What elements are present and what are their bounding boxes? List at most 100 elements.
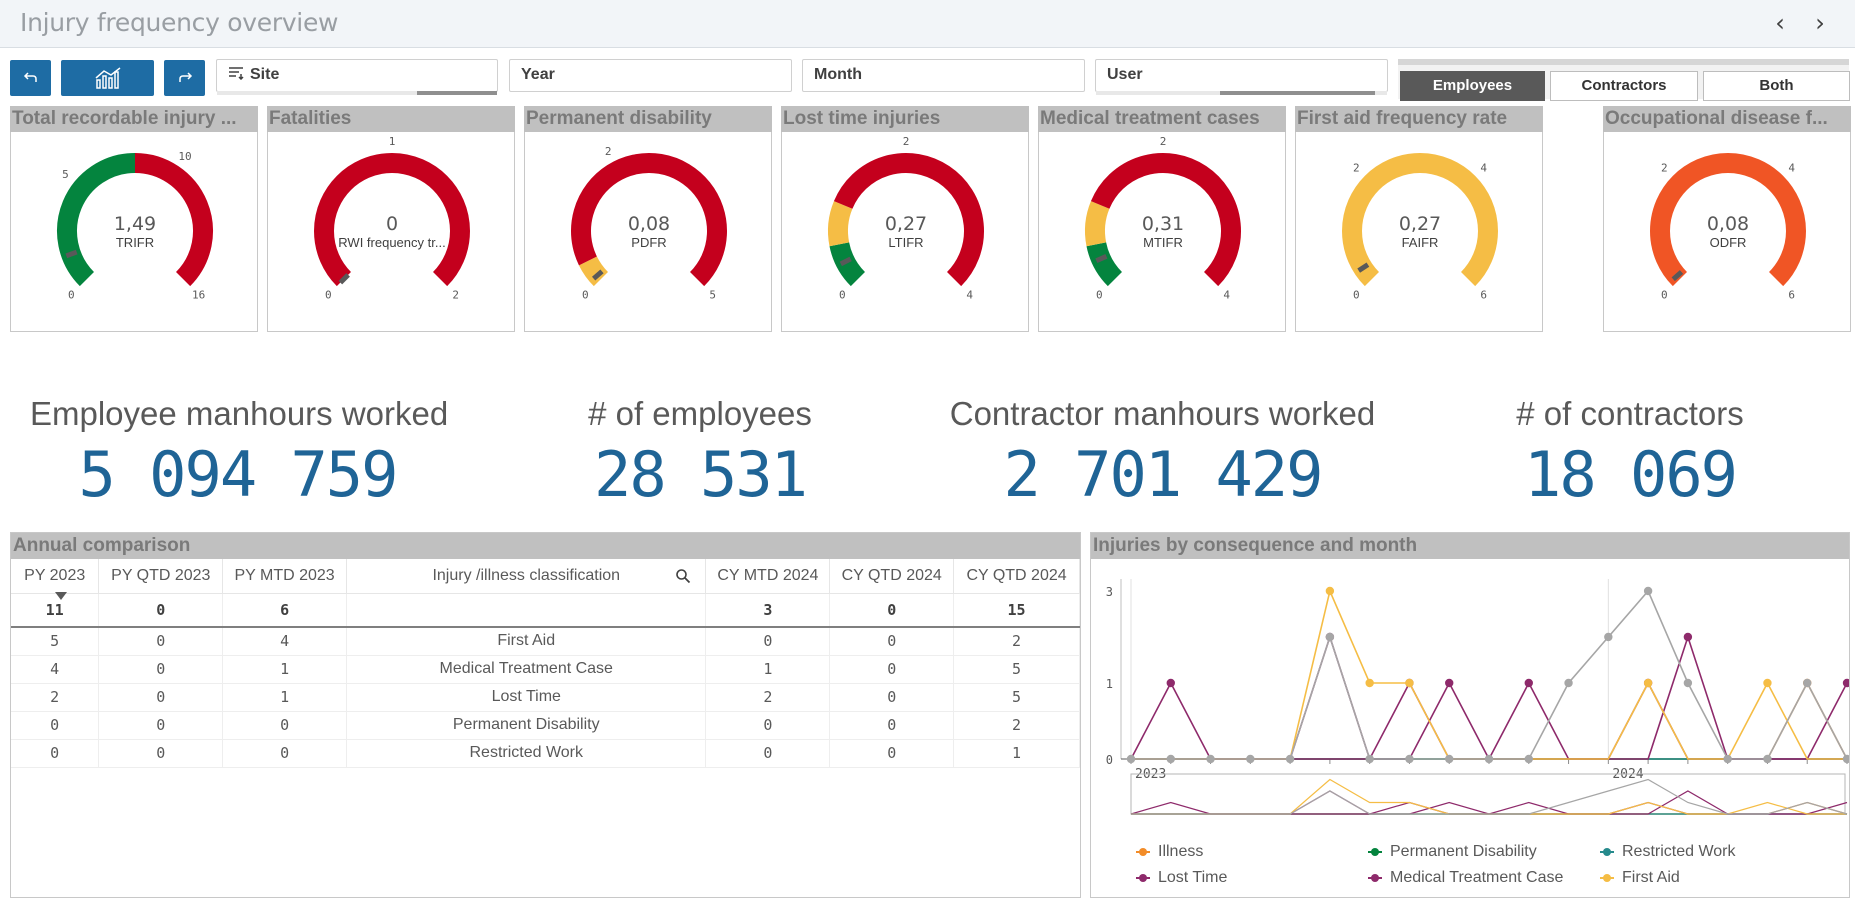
series-line[interactable] (1131, 588, 1847, 760)
kpi-gauge-panel[interactable]: Lost time injuries 0 2 4 0,27 LTIFR (781, 106, 1029, 332)
range-navigator[interactable] (1130, 773, 1846, 815)
data-point[interactable] (1166, 754, 1175, 764)
data-point[interactable] (1166, 678, 1175, 688)
data-point[interactable] (1564, 678, 1573, 688)
column-header[interactable]: PY QTD 2023 (98, 559, 224, 594)
kpi-gauge-panel[interactable]: Permanent disability 0 2 5 0,08 PDFR (524, 106, 772, 332)
legend-label: Restricted Work (1622, 843, 1736, 860)
value-cell: 0 (829, 683, 955, 712)
legend-item[interactable]: Illness (1136, 843, 1203, 861)
data-point[interactable] (1484, 754, 1494, 764)
data-point[interactable] (1365, 754, 1374, 764)
value-cell: 1 (705, 655, 831, 684)
gauge-band (1085, 201, 1110, 247)
redo-button[interactable] (164, 60, 205, 96)
gauge-measure-label: FAIFR (1402, 235, 1439, 250)
gauge-band (57, 153, 136, 287)
data-point[interactable] (1643, 586, 1653, 596)
chart-toggle-button[interactable] (61, 60, 154, 96)
filter-year[interactable]: Year (509, 59, 792, 92)
y-tick-label: 0 (1106, 753, 1113, 767)
table-row[interactable]: 4 0 1 Medical Treatment Case 1 0 5 (11, 655, 1080, 684)
legend-item[interactable]: Lost Time (1136, 869, 1227, 887)
table-row[interactable]: 2 0 1 Lost Time 2 0 5 (11, 683, 1080, 712)
data-point[interactable] (1524, 754, 1533, 764)
kpi-gauge-panel[interactable]: Occupational disease f... 0 2 4 6 0,08 ODFR (1603, 106, 1851, 332)
data-point[interactable] (1604, 632, 1613, 642)
gauge-tick-label: 0 (1096, 289, 1103, 302)
filter-user[interactable]: User (1095, 59, 1388, 95)
legend-item[interactable]: Medical Treatment Case (1368, 869, 1563, 887)
data-point[interactable] (1643, 678, 1653, 688)
gauge-value: 1,49 (114, 213, 156, 235)
column-header[interactable]: CY QTD 2024 (953, 559, 1080, 594)
table-row[interactable]: 0 0 0 Permanent Disability 0 0 2 (11, 711, 1080, 740)
filter-month[interactable]: Month (802, 59, 1085, 92)
filter-site[interactable]: Site (216, 59, 498, 95)
data-point[interactable] (1445, 754, 1454, 764)
data-point[interactable] (1325, 586, 1335, 596)
data-point[interactable] (1365, 678, 1374, 688)
chevron-left-icon[interactable]: ‹ (1775, 9, 1785, 37)
gauge-body: 0 5 10 16 1,49 TRIFR (10, 132, 258, 332)
kpi-gauge-panel[interactable]: First aid frequency rate 0 2 4 6 0,27 FAIFR (1295, 106, 1543, 332)
series-line[interactable] (1131, 681, 1848, 760)
data-point[interactable] (1445, 678, 1454, 688)
column-header[interactable]: PY MTD 2023 (222, 559, 348, 594)
data-point[interactable] (1842, 678, 1849, 688)
data-point[interactable] (1683, 678, 1693, 688)
gauge-measure-label: MTIFR (1143, 235, 1183, 250)
gauge-tick-label: 0 (1661, 289, 1668, 302)
data-point[interactable] (1683, 632, 1693, 642)
kpi-gauge-panel[interactable]: Total recordable injury ... 0 5 10 16 1,49 TRI… (10, 106, 258, 332)
column-header[interactable]: CY MTD 2024 (705, 559, 831, 594)
data-point[interactable] (1206, 754, 1215, 764)
series-line[interactable] (1131, 589, 1848, 760)
column-header[interactable]: PY 2023 (11, 559, 100, 600)
tab-contractors[interactable]: Contractors (1550, 71, 1698, 101)
column-header[interactable]: CY QTD 2024 (829, 559, 955, 594)
data-point[interactable] (1763, 678, 1772, 688)
population-button-group: Employees Contractors Both (1398, 59, 1850, 101)
legend-marker-icon (1368, 872, 1382, 884)
undo-button[interactable] (10, 60, 51, 96)
kpi-value: 18 069 (1524, 438, 1738, 511)
chart-icon (95, 67, 120, 89)
series-line[interactable] (1130, 634, 1847, 761)
kpi-contractor-manhours: Contractor manhours worked 2 701 429 (930, 395, 1395, 511)
data-point[interactable] (1763, 754, 1772, 764)
data-point[interactable] (1524, 678, 1533, 688)
gauge-value: 0,08 (628, 213, 670, 235)
table-row[interactable]: 0 0 0 Restricted Work 0 0 1 (11, 739, 1080, 768)
kpi-gauge-panel[interactable]: Fatalities 0 1 2 0 RWI frequency tr... (267, 106, 515, 332)
tab-employees[interactable]: Employees (1400, 71, 1545, 101)
search-icon[interactable] (675, 568, 691, 589)
classification-cell: Medical Treatment Case (346, 655, 707, 684)
gauge-tick-label: 16 (192, 289, 205, 302)
data-point[interactable] (1405, 754, 1414, 764)
data-point[interactable] (1285, 754, 1295, 764)
legend-item[interactable]: First Aid (1600, 869, 1680, 887)
table-row[interactable]: 5 0 4 First Aid 0 0 2 (11, 627, 1080, 656)
kpi-gauge-panel[interactable]: Medical treatment cases 0 2 4 0,31 MTIFR (1038, 106, 1286, 332)
data-point[interactable] (1126, 754, 1136, 764)
data-point[interactable] (1246, 754, 1255, 764)
data-point[interactable] (1842, 754, 1849, 764)
chevron-right-icon[interactable]: › (1815, 9, 1825, 37)
tab-both[interactable]: Both (1703, 71, 1850, 101)
legend-marker-icon (1600, 846, 1614, 858)
data-point[interactable] (1405, 678, 1414, 688)
data-point[interactable] (1723, 754, 1732, 764)
legend-item[interactable]: Restricted Work (1600, 843, 1736, 861)
column-header[interactable]: Injury /illness classification (346, 559, 707, 594)
series-line[interactable] (1131, 634, 1848, 760)
value-cell: 1 (222, 683, 348, 712)
legend-marker-icon (1136, 872, 1150, 884)
gauge-band (1650, 153, 1806, 287)
data-point[interactable] (1325, 632, 1335, 642)
legend-label: Lost Time (1158, 869, 1228, 886)
data-point[interactable] (1803, 678, 1812, 688)
legend-item[interactable]: Permanent Disability (1368, 843, 1537, 861)
navigator-series-line (1131, 778, 1847, 815)
